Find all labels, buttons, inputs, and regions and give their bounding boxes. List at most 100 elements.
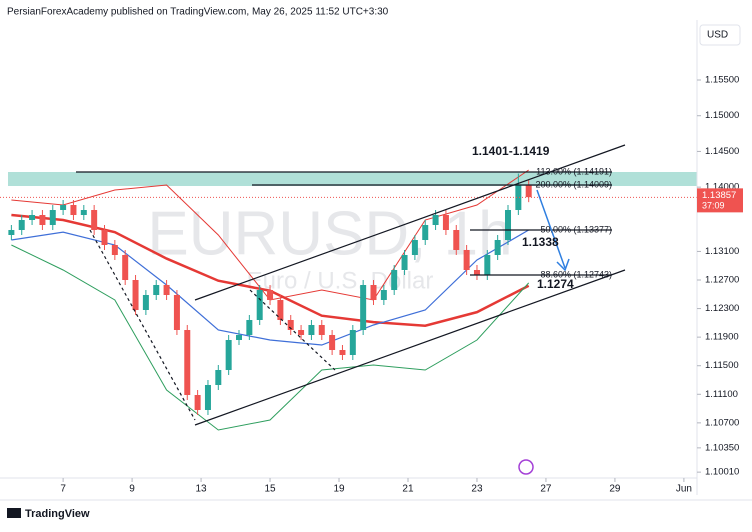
candle-body xyxy=(473,270,480,275)
candle-body xyxy=(70,205,77,215)
candle-body xyxy=(256,290,263,320)
annotation: 1.1338 xyxy=(522,235,559,249)
x-tick-label: 7 xyxy=(60,484,66,495)
header-text: PersianForexAcademy published on Trading… xyxy=(7,7,389,18)
fib-label: 88.60% (1.12743) xyxy=(540,269,612,279)
candle-body xyxy=(515,185,522,210)
fib-label: 50.00% (1.13377) xyxy=(540,224,612,234)
candle-body xyxy=(29,215,36,220)
candle-body xyxy=(163,285,170,295)
indicator-line xyxy=(11,229,529,346)
candle-body xyxy=(411,240,418,255)
x-tick-label: 13 xyxy=(196,484,208,495)
y-tick-label: 1.14000 xyxy=(705,182,739,193)
candle-body xyxy=(101,230,108,245)
x-tick-label: 27 xyxy=(540,484,552,495)
candle-body xyxy=(122,255,129,280)
candle-body xyxy=(349,330,356,355)
y-tick-label: 1.15500 xyxy=(705,75,739,86)
x-tick-label: 21 xyxy=(402,484,414,495)
countdown: 37:09 xyxy=(702,201,725,211)
watermark-subtitle: Euro / U.S. Dollar xyxy=(247,267,434,294)
candle-body xyxy=(494,240,501,255)
candle-body xyxy=(380,290,387,300)
candle-body xyxy=(80,210,87,215)
candle-body xyxy=(370,285,377,300)
candle-body xyxy=(8,230,15,235)
candle-body xyxy=(246,320,253,335)
candle-body xyxy=(339,350,346,355)
candle-body xyxy=(132,280,139,310)
candle-body xyxy=(308,325,315,335)
y-tick-label: 1.12700 xyxy=(705,275,739,286)
x-tick-label: 15 xyxy=(264,484,276,495)
fib-label: 200.00% (1.14009) xyxy=(535,179,612,189)
annotation: 1.1274 xyxy=(537,277,574,291)
x-tick-label: 23 xyxy=(471,484,483,495)
currency: USD xyxy=(707,30,728,41)
candle-body xyxy=(442,215,449,230)
candle-body xyxy=(49,210,56,225)
candle-body xyxy=(142,295,149,310)
candle-body xyxy=(215,370,222,385)
candle-body xyxy=(204,385,211,410)
candle-body xyxy=(401,255,408,270)
candle-body xyxy=(91,210,98,230)
candle-body xyxy=(484,255,491,275)
y-tick-label: 1.15000 xyxy=(705,110,739,121)
y-tick-label: 1.10700 xyxy=(705,417,739,428)
candle-body xyxy=(329,335,336,350)
candle-body xyxy=(184,330,191,395)
x-tick-label: Jun xyxy=(676,484,692,495)
y-tick-label: 1.12300 xyxy=(705,303,739,314)
dashed-line xyxy=(249,289,336,371)
candle-body xyxy=(391,270,398,290)
candle-body xyxy=(453,230,460,250)
candle-body xyxy=(60,205,67,210)
plot xyxy=(0,169,697,431)
y-tick-label: 1.14500 xyxy=(705,146,739,157)
channel-upper xyxy=(194,144,626,301)
logo xyxy=(7,508,21,518)
fib-label: 113.00% (1.14191) xyxy=(536,166,612,176)
y-tick-label: 1.11500 xyxy=(705,360,739,371)
candle-body xyxy=(236,335,243,340)
x-tick-label: 19 xyxy=(333,484,345,495)
x-tick-label: 9 xyxy=(129,484,135,495)
dashed-line xyxy=(89,229,196,421)
candle-body xyxy=(463,250,470,270)
candle-body xyxy=(432,215,439,225)
candle-body xyxy=(287,320,294,330)
footer-brand: TradingView xyxy=(25,508,90,520)
candle-body xyxy=(194,395,201,410)
watermark-title: EURUSD, 1h xyxy=(147,199,512,268)
candle-body xyxy=(111,245,118,255)
candle-body xyxy=(277,300,284,320)
candle-body xyxy=(225,340,232,370)
drawings xyxy=(76,144,626,426)
event-icon[interactable] xyxy=(518,459,534,475)
candle-body xyxy=(298,330,305,335)
candle-body xyxy=(422,225,429,240)
candle-body xyxy=(153,285,160,295)
supply-zone xyxy=(8,172,697,186)
candle-body xyxy=(318,325,325,335)
last-price-label: 1.13857 xyxy=(702,190,736,201)
candle-body xyxy=(267,290,274,300)
candle-body xyxy=(525,185,532,198)
last-price-box xyxy=(697,188,743,213)
x-tick-label: 29 xyxy=(609,484,621,495)
candle-body xyxy=(173,295,180,330)
y-tick-label: 1.13100 xyxy=(705,246,739,257)
y-tick-label: 1.11900 xyxy=(705,332,739,343)
currency-box[interactable] xyxy=(699,24,741,46)
candle-body xyxy=(505,210,512,240)
indicator-line xyxy=(11,244,530,431)
y-tick-label: 1.11100 xyxy=(705,389,738,400)
candle-body xyxy=(39,215,46,225)
channel-lower xyxy=(194,269,626,426)
y-tick-label: 1.10010 xyxy=(705,467,739,478)
candle-body xyxy=(360,285,367,330)
annotation: 1.1401-1.1419 xyxy=(472,144,550,158)
